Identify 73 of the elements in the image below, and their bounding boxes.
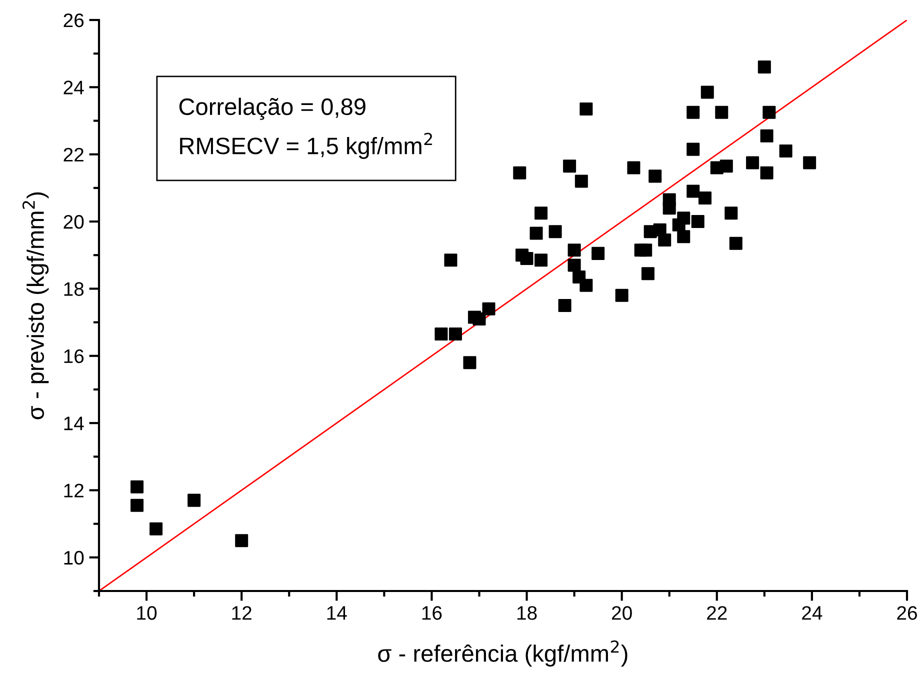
point xyxy=(130,498,144,512)
x-tick-label: 14 xyxy=(327,606,347,620)
point xyxy=(686,106,700,119)
point xyxy=(574,174,588,188)
point xyxy=(235,534,248,548)
y-tick-label: 16 xyxy=(64,349,84,364)
point xyxy=(150,522,163,536)
y-tick-label: 18 xyxy=(64,282,84,296)
point xyxy=(188,494,201,507)
point xyxy=(641,267,654,280)
x-tick-label: 24 xyxy=(802,606,822,620)
annotation: RMSECV = 1,5 kgf/mm$^{2}$ xyxy=(180,132,432,159)
point xyxy=(444,254,458,267)
point xyxy=(677,212,690,225)
point xyxy=(130,480,144,494)
point xyxy=(580,102,593,116)
point xyxy=(760,166,774,180)
y-tick-label: 24 xyxy=(64,80,84,94)
point xyxy=(482,302,496,316)
y-axis-title: σ - previsto (kgf/mm$^{2}$) xyxy=(22,192,49,420)
point xyxy=(530,226,543,240)
point xyxy=(563,160,576,173)
point xyxy=(558,298,572,312)
x-tick-label: 10 xyxy=(137,606,157,620)
y-tick-label: 26 xyxy=(64,13,84,28)
point xyxy=(434,328,448,341)
point xyxy=(700,86,714,99)
point xyxy=(568,258,581,272)
point xyxy=(758,60,771,74)
point xyxy=(686,184,700,198)
x-tick-label: 22 xyxy=(707,606,727,620)
point xyxy=(463,356,476,370)
point xyxy=(534,254,548,267)
point xyxy=(639,244,652,257)
y-tick-label: 14 xyxy=(64,416,84,430)
point xyxy=(658,234,672,247)
point xyxy=(760,129,774,142)
point xyxy=(698,192,712,205)
point xyxy=(520,252,534,265)
point xyxy=(548,225,562,238)
point xyxy=(448,328,462,341)
point xyxy=(627,161,640,174)
point xyxy=(648,170,662,183)
point xyxy=(534,206,548,220)
point xyxy=(803,156,816,170)
point xyxy=(592,246,605,260)
point xyxy=(720,160,733,173)
x-tick-label: 18 xyxy=(517,606,537,620)
x-tick-label: 26 xyxy=(897,606,917,620)
point xyxy=(472,312,486,326)
point xyxy=(762,106,776,119)
x-tick-label: 20 xyxy=(612,606,632,620)
point xyxy=(724,206,738,220)
y-tick-label: 12 xyxy=(64,484,84,498)
annotation: Correlação = 0,89 xyxy=(179,98,366,120)
point xyxy=(662,202,676,215)
point xyxy=(615,288,628,302)
point xyxy=(729,236,742,250)
point xyxy=(677,230,690,244)
point xyxy=(746,156,760,170)
x-tick-label: 12 xyxy=(232,606,252,620)
point xyxy=(686,142,700,156)
x-tick-label: 16 xyxy=(422,606,442,620)
point xyxy=(715,106,728,119)
point xyxy=(580,278,593,292)
point xyxy=(568,244,581,257)
point xyxy=(779,144,792,158)
x-axis-title: σ - referência (kgf/mm$^{2}$) xyxy=(378,640,628,667)
y-tick-label: 22 xyxy=(64,148,84,162)
y-tick-label: 10 xyxy=(64,550,84,565)
point xyxy=(513,166,526,180)
point xyxy=(691,215,704,228)
y-tick-label: 20 xyxy=(64,214,84,229)
